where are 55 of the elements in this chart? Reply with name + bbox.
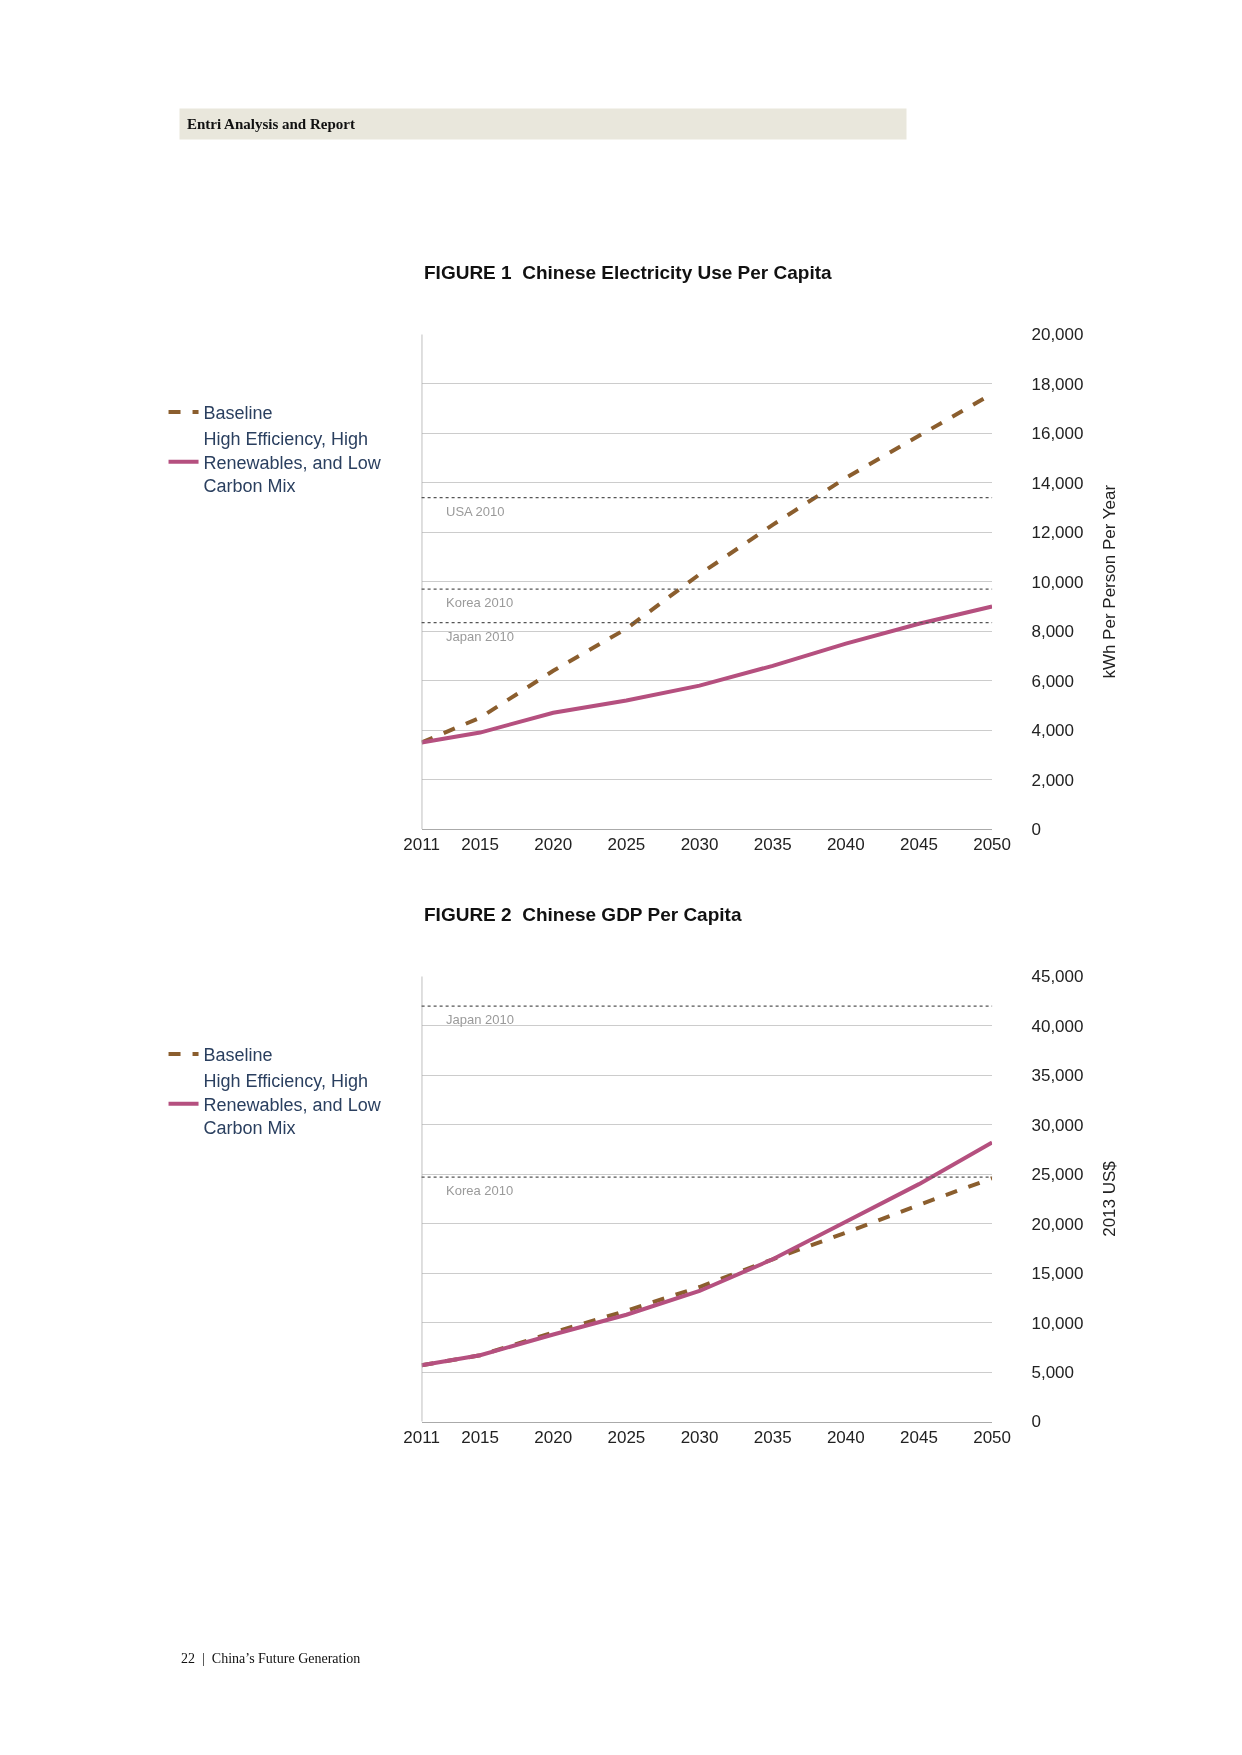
y-tick-label: 0 [1031,1412,1041,1432]
x-tick-label: 2040 [826,835,865,855]
y-tick-label: 2,000 [1031,770,1075,790]
y-tick-label: 40,000 [1031,1016,1084,1036]
ref-line-label: Japan 2010 [446,1012,514,1027]
y-tick-label: 0 [1031,819,1041,839]
ref-line-label: Korea 2010 [446,1183,514,1198]
x-tick-label: 2015 [461,1427,500,1447]
x-tick-label: 2020 [534,835,573,855]
y-axis-title: kWh Per Person Per Year [1099,484,1119,679]
chart-title: FIGURE 1 Chinese Electricity Use Per Capita [424,262,833,283]
x-tick-label: 2045 [900,835,938,855]
y-tick-label: 10,000 [1031,1313,1084,1333]
x-tick-label: 2030 [680,1427,719,1447]
text: Entri Analysis and Report [187,116,355,132]
y-tick-label: 10,000 [1031,572,1084,592]
ref-line-label: USA 2010 [446,504,505,519]
y-tick-label: 8,000 [1031,622,1075,642]
x-tick-label: 2030 [680,835,719,855]
x-tick-label: 2025 [607,1427,646,1447]
y-tick-label: 16,000 [1031,424,1084,444]
y-tick-label: 20,000 [1031,1214,1084,1234]
x-tick-label: 2045 [900,1427,938,1447]
x-tick-label: 2011 [403,1427,440,1447]
y-tick-label: 25,000 [1031,1165,1084,1185]
y-tick-label: 5,000 [1031,1363,1075,1383]
x-tick-label: 2040 [826,1427,865,1447]
chart-title: FIGURE 2 Chinese GDP Per Capita [424,904,742,925]
x-tick-label: 2020 [534,1427,573,1447]
text: 22 | China’s Future Generation [181,1651,361,1666]
y-tick-label: 30,000 [1031,1115,1084,1135]
y-axis-title: 2013 US$ [1099,1160,1119,1237]
x-tick-label: 2035 [753,835,792,855]
ref-line-label: Korea 2010 [446,595,514,610]
y-tick-label: 12,000 [1031,523,1084,543]
y-tick-label: 14,000 [1031,473,1084,493]
legend-label: Baseline [203,1044,273,1065]
x-tick-label: 2011 [403,835,440,855]
legend-label: High Efficiency, High Renewables, and Low Carbon Mix [203,1071,382,1139]
y-tick-label: 15,000 [1031,1264,1084,1284]
legend-label: Baseline [203,403,273,424]
x-tick-label: 2025 [607,835,646,855]
y-tick-label: 45,000 [1031,967,1084,987]
x-tick-label: 2050 [973,835,1011,855]
x-tick-label: 2035 [753,1427,792,1447]
x-tick-label: 2050 [973,1427,1011,1447]
y-tick-label: 18,000 [1031,374,1084,394]
legend-label: High Efficiency, High Renewables, and Low Carbon Mix [203,429,382,497]
ref-line-label: Japan 2010 [446,629,514,644]
y-tick-label: 6,000 [1031,671,1075,691]
line-series [421,1140,993,1368]
y-tick-label: 20,000 [1031,325,1084,345]
y-tick-label: 4,000 [1031,721,1075,741]
y-tick-label: 35,000 [1031,1066,1084,1086]
x-tick-label: 2015 [461,835,500,855]
